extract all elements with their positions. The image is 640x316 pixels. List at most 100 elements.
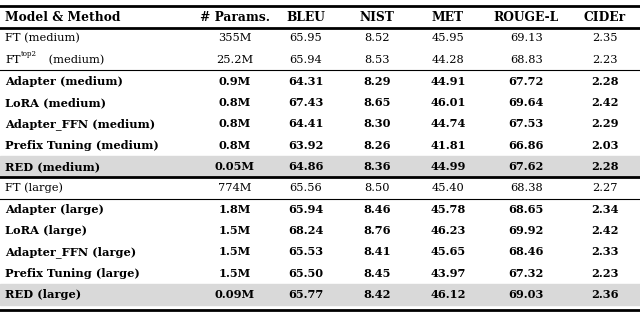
Text: 63.92: 63.92 [288,140,323,151]
Text: 1.5M: 1.5M [218,246,251,258]
Text: 8.52: 8.52 [364,33,390,43]
Text: 2.27: 2.27 [592,183,617,193]
Text: 25.2M: 25.2M [216,55,253,65]
Text: 0.8M: 0.8M [218,118,251,129]
Text: 8.45: 8.45 [364,268,390,279]
Text: 8.41: 8.41 [363,246,390,258]
Text: 64.41: 64.41 [288,118,324,129]
Text: 2.23: 2.23 [591,268,618,279]
Text: 1.5M: 1.5M [218,225,251,236]
Text: 45.40: 45.40 [431,183,465,193]
Text: 68.38: 68.38 [510,183,543,193]
Text: 44.91: 44.91 [430,76,466,87]
Text: 2.42: 2.42 [591,225,618,236]
Text: 67.43: 67.43 [288,97,323,108]
Text: Prefix Tuning (medium): Prefix Tuning (medium) [5,140,159,151]
Text: 69.13: 69.13 [510,33,543,43]
Text: 2.28: 2.28 [591,161,618,172]
Text: 355M: 355M [218,33,252,43]
Bar [0,156,640,177]
Text: 67.32: 67.32 [509,268,544,279]
Text: 44.28: 44.28 [431,55,465,65]
Text: LoRA (large): LoRA (large) [5,225,87,236]
Text: 66.86: 66.86 [509,140,544,151]
Text: 65.94: 65.94 [289,55,322,65]
Text: 68.46: 68.46 [509,246,544,258]
Text: 64.31: 64.31 [288,76,324,87]
Text: 43.97: 43.97 [430,268,466,279]
Text: 69.03: 69.03 [509,289,544,300]
Bar [0,284,640,305]
Text: 1.5M: 1.5M [218,268,251,279]
Text: MET: MET [432,10,464,23]
Text: 44.99: 44.99 [430,161,466,172]
Text: 65.56: 65.56 [289,183,322,193]
Text: 46.23: 46.23 [430,225,466,236]
Text: 2.28: 2.28 [591,76,618,87]
Text: 68.65: 68.65 [509,204,544,215]
Text: 774M: 774M [218,183,252,193]
Text: 8.26: 8.26 [363,140,390,151]
Text: 65.50: 65.50 [288,268,323,279]
Text: 0.09M: 0.09M [214,289,255,300]
Text: 45.65: 45.65 [431,246,465,258]
Text: 8.53: 8.53 [364,55,390,65]
Text: 2.35: 2.35 [592,33,617,43]
Text: 1.8M: 1.8M [218,204,251,215]
Text: NIST: NIST [360,10,394,23]
Text: 45.78: 45.78 [430,204,466,215]
Text: 46.01: 46.01 [430,97,466,108]
Text: 65.94: 65.94 [288,204,323,215]
Text: ROUGE-L: ROUGE-L [493,10,559,23]
Text: 8.42: 8.42 [363,289,390,300]
Text: 68.83: 68.83 [510,55,543,65]
Text: 41.81: 41.81 [430,140,466,151]
Text: 2.03: 2.03 [591,140,618,151]
Text: (medium): (medium) [45,55,105,65]
Text: 8.46: 8.46 [363,204,390,215]
Text: 2.29: 2.29 [591,118,618,129]
Text: # Params.: # Params. [200,10,269,23]
Text: Model & Method: Model & Method [5,10,120,23]
Text: BLEU: BLEU [286,10,325,23]
Text: 67.72: 67.72 [509,76,544,87]
Text: 65.53: 65.53 [288,246,323,258]
Text: 8.30: 8.30 [363,118,390,129]
Text: Adapter (large): Adapter (large) [5,204,104,215]
Text: 65.77: 65.77 [288,289,323,300]
Text: Adapter (medium): Adapter (medium) [5,76,123,87]
Text: 68.24: 68.24 [288,225,323,236]
Text: 8.50: 8.50 [364,183,390,193]
Text: 44.74: 44.74 [430,118,466,129]
Text: 65.95: 65.95 [289,33,322,43]
Text: 2.36: 2.36 [591,289,618,300]
Text: LoRA (medium): LoRA (medium) [5,97,106,108]
Text: 0.8M: 0.8M [218,140,251,151]
Text: 2.42: 2.42 [591,97,618,108]
Text: 0.8M: 0.8M [218,97,251,108]
Text: 8.76: 8.76 [363,225,390,236]
Text: 2.33: 2.33 [591,246,618,258]
Text: 0.9M: 0.9M [218,76,251,87]
Text: FT (large): FT (large) [5,183,63,193]
Text: FT: FT [5,55,20,65]
Text: 45.95: 45.95 [431,33,465,43]
Text: top2: top2 [20,50,36,58]
Text: 8.29: 8.29 [363,76,390,87]
Text: 0.05M: 0.05M [214,161,255,172]
Text: 69.64: 69.64 [509,97,544,108]
Text: Adapter_FFN (large): Adapter_FFN (large) [5,246,136,258]
Text: FT (medium): FT (medium) [5,33,80,44]
Text: CIDEr: CIDEr [584,10,625,23]
Text: 2.34: 2.34 [591,204,618,215]
Text: 67.53: 67.53 [509,118,544,129]
Text: RED (large): RED (large) [5,289,81,300]
Text: RED (medium): RED (medium) [5,161,100,172]
Text: 8.65: 8.65 [364,97,390,108]
Text: Adapter_FFN (medium): Adapter_FFN (medium) [5,118,156,130]
Text: 46.12: 46.12 [430,289,466,300]
Text: 64.86: 64.86 [288,161,323,172]
Text: Prefix Tuning (large): Prefix Tuning (large) [5,268,140,279]
Text: 67.62: 67.62 [509,161,544,172]
Text: 8.36: 8.36 [363,161,390,172]
